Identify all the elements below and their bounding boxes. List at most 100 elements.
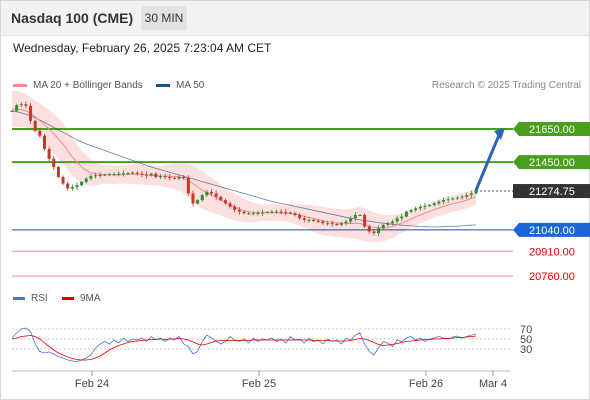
forecast-arrow (474, 134, 501, 191)
candle (446, 196, 450, 204)
ma20-swatch (13, 83, 27, 87)
candle (326, 220, 330, 226)
candle (390, 219, 394, 226)
rsi-swatch (13, 296, 25, 300)
x-tick-label: Feb 24 (75, 378, 109, 390)
candle-body (261, 212, 265, 214)
rsi-ma9-line (11, 335, 477, 361)
legend-ma50: MA 50 (156, 80, 204, 91)
candle (321, 219, 325, 226)
candle (414, 206, 418, 212)
candle (38, 129, 42, 138)
candle-body (10, 110, 14, 112)
legend-rsi: RSI (13, 293, 48, 304)
rsi-tick-label: 70 (520, 324, 532, 336)
candle (103, 173, 107, 176)
candle (196, 199, 200, 205)
candle (56, 166, 60, 178)
candle (298, 212, 302, 221)
candle-body (52, 158, 56, 168)
candle-body (33, 120, 37, 131)
candle-body (145, 174, 149, 176)
candle-body (158, 176, 162, 178)
instrument-title: Nasdaq 100 (CME) (11, 10, 134, 26)
candle (29, 102, 33, 124)
level-label-resistance: 21450.00 (513, 155, 590, 170)
level-label-target: 20760.00 (529, 271, 575, 283)
candle (455, 196, 459, 200)
legend-9ma-label: 9MA (80, 293, 101, 304)
candle (24, 101, 28, 109)
candle-body (219, 196, 223, 201)
candle (75, 182, 79, 190)
candle (89, 174, 93, 181)
candle-body (186, 177, 190, 194)
candle-body (205, 191, 209, 196)
candle (228, 201, 232, 209)
candle (367, 224, 371, 234)
candle (191, 190, 195, 207)
level-label-target: 20910.00 (529, 246, 575, 258)
candle-body (339, 223, 343, 225)
candle (344, 219, 348, 226)
candle (261, 209, 265, 216)
candle-body (326, 223, 330, 225)
candle (363, 213, 367, 229)
candle (154, 172, 158, 179)
candle-body (149, 173, 153, 176)
candle-body (400, 216, 404, 219)
candle-body (307, 219, 311, 221)
candle-body (428, 205, 432, 207)
candle (94, 172, 98, 179)
candle-body (172, 177, 176, 179)
candle (168, 173, 172, 181)
candle-body (237, 210, 241, 212)
candle (242, 210, 246, 215)
candle (84, 177, 88, 184)
candle (233, 204, 237, 213)
candle-body (312, 219, 316, 221)
candle-body (418, 206, 422, 209)
timeframe-button[interactable]: 30 MIN (141, 6, 187, 30)
candle-body (117, 173, 121, 175)
level-value: 21274.75 (529, 186, 575, 198)
candle-body (344, 221, 348, 224)
candle (172, 176, 176, 180)
legend-rsi-label: RSI (31, 293, 48, 304)
candle (442, 197, 446, 205)
candle-body (38, 130, 42, 136)
candle-body (298, 214, 302, 219)
candle-body (270, 211, 274, 213)
candle-body (446, 199, 450, 201)
candle-body (432, 203, 436, 206)
candle-body (131, 172, 135, 174)
level-label-bg (513, 184, 590, 199)
candle-body (89, 176, 93, 179)
candle (140, 171, 144, 178)
candle-body (288, 212, 292, 214)
candle-body (330, 223, 334, 225)
candle (177, 175, 181, 181)
candle-body (409, 210, 413, 212)
candle (112, 172, 116, 177)
candle-body (103, 174, 107, 176)
candle-body (363, 214, 367, 227)
candle-body (386, 223, 390, 225)
candle (237, 207, 241, 215)
candle (428, 204, 432, 207)
candle (66, 181, 70, 191)
candle (265, 210, 269, 214)
candle-body (47, 148, 51, 159)
candle (126, 172, 130, 175)
candle-body (228, 203, 232, 207)
candle (163, 173, 167, 180)
level-value: 21650.00 (529, 124, 575, 136)
candle-body (321, 221, 325, 224)
candle-body (274, 211, 278, 213)
candle-body (61, 176, 65, 184)
level-value: 20910.00 (529, 246, 575, 258)
candle-body (182, 176, 186, 178)
level-value: 21040.00 (529, 225, 575, 237)
candle (451, 197, 455, 201)
